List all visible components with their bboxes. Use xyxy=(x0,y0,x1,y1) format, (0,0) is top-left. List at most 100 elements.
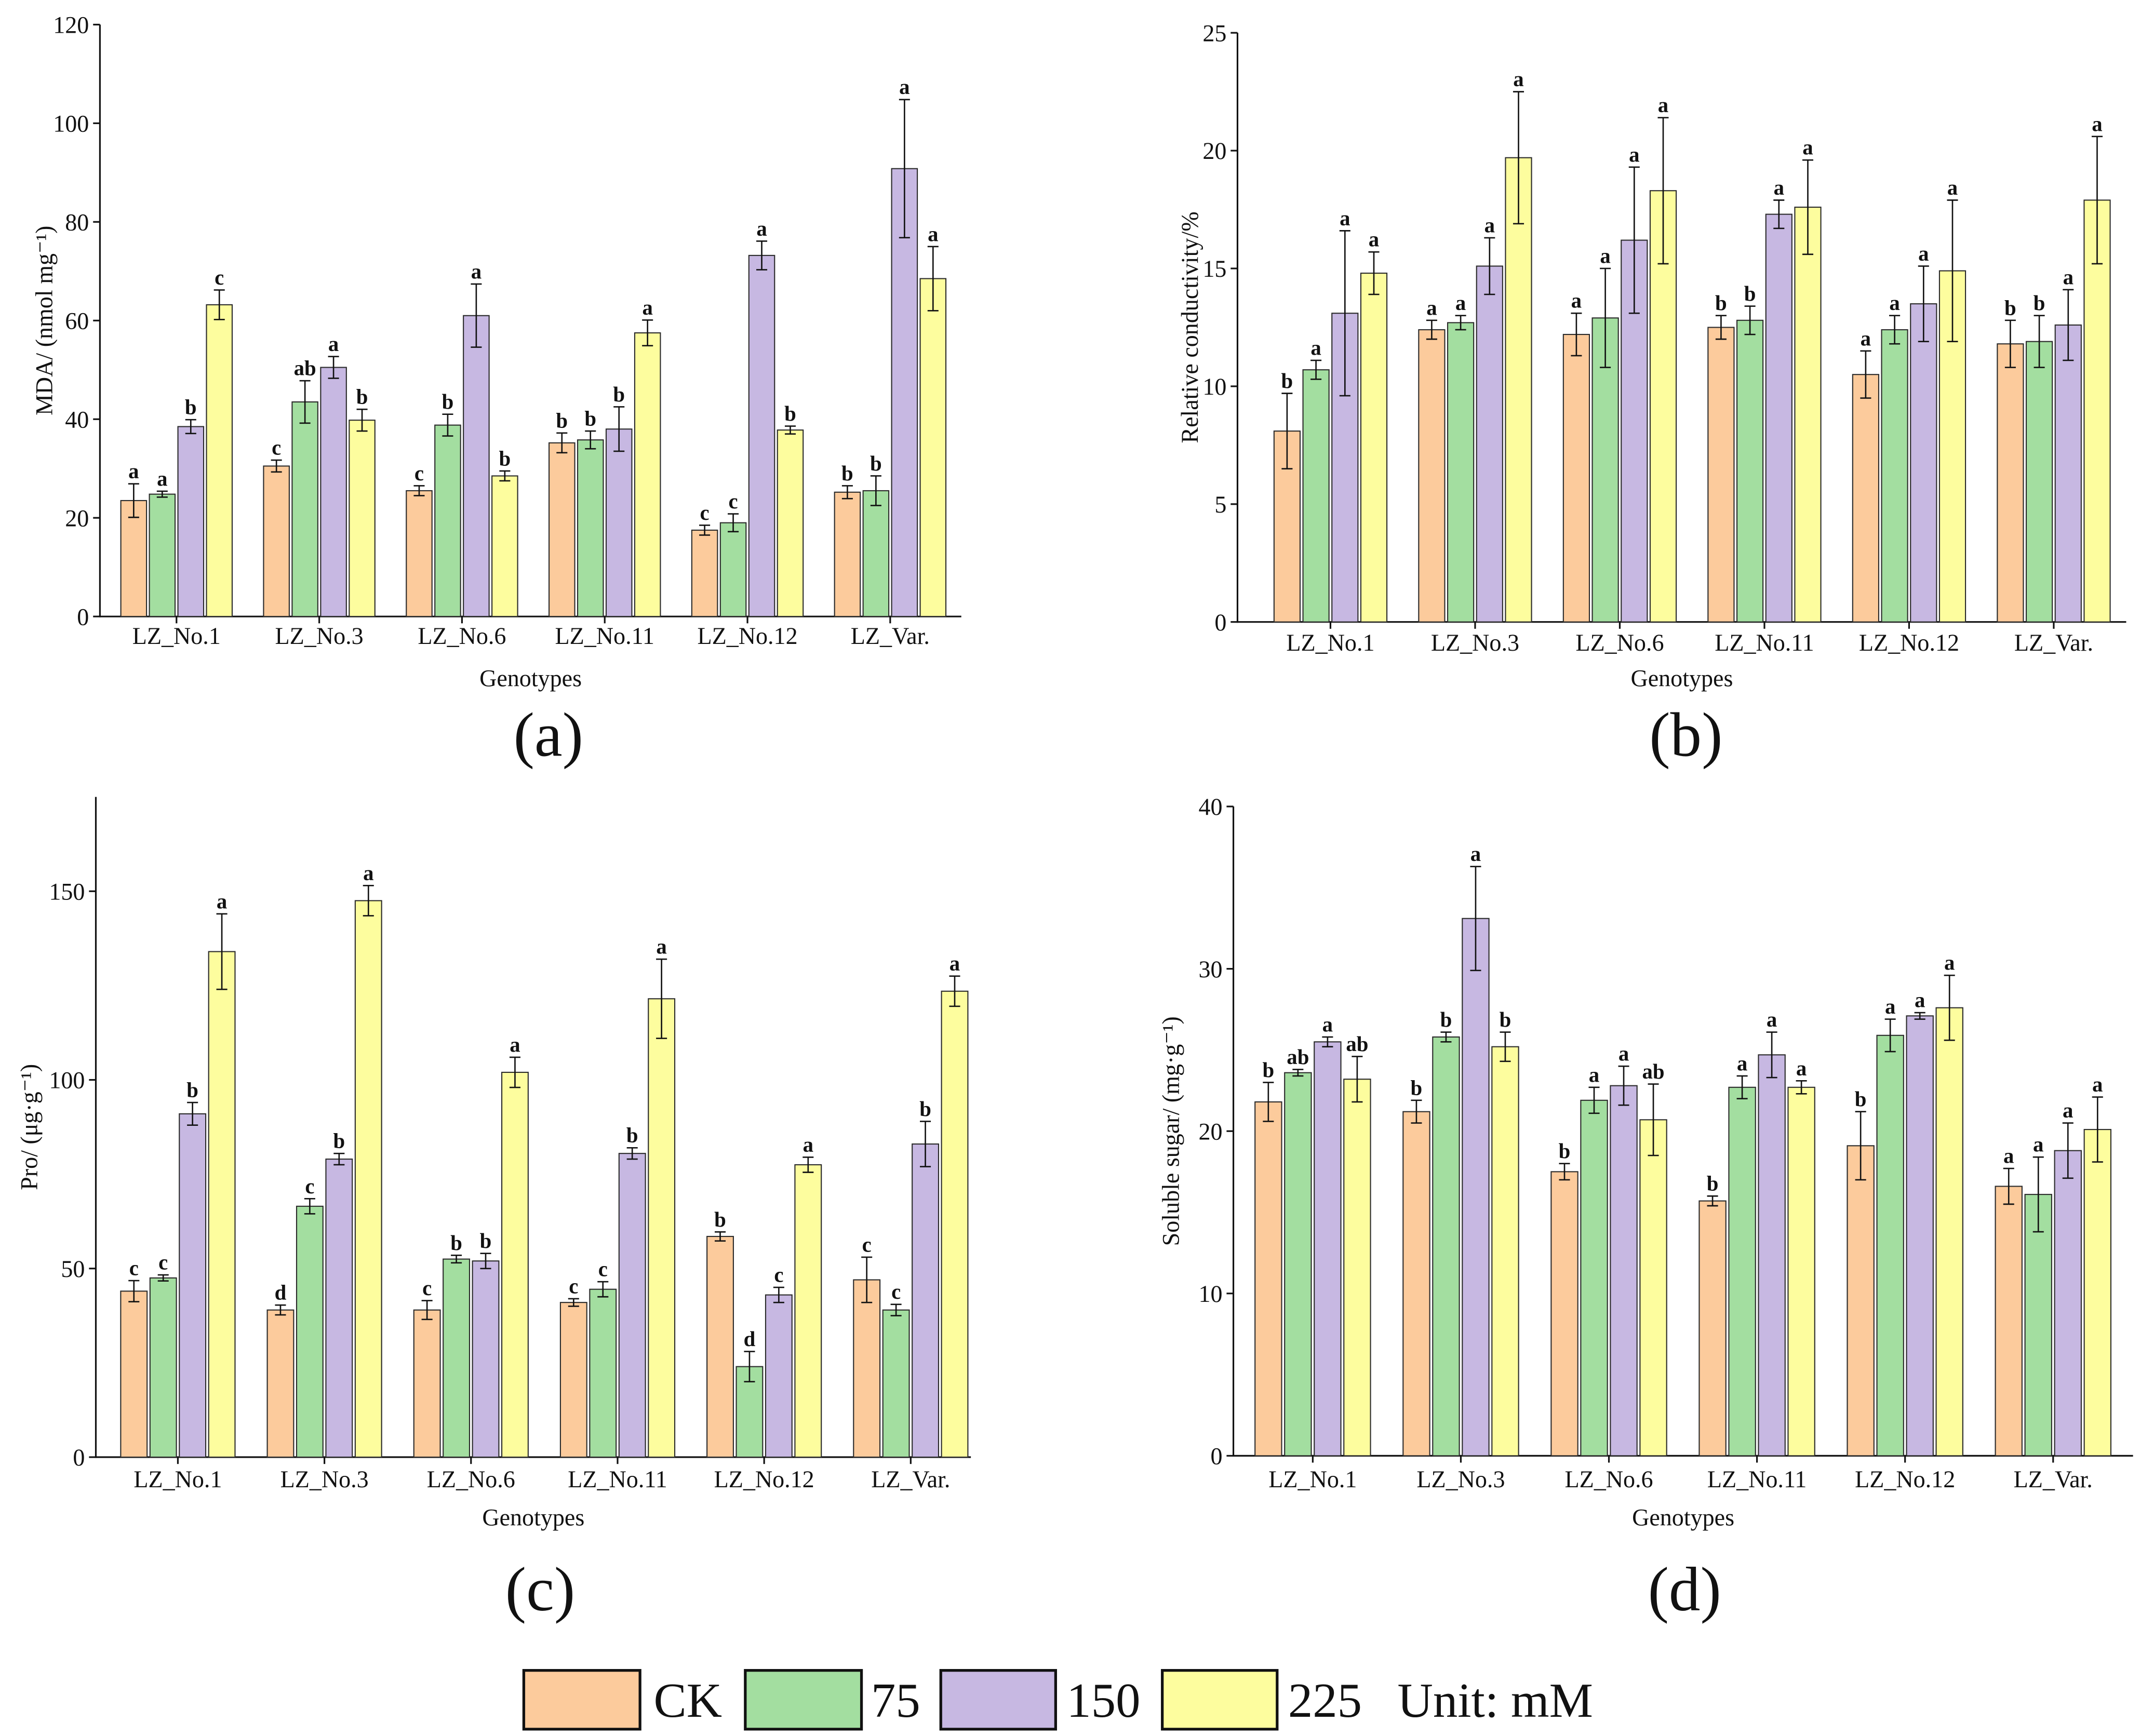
bar-a-lz-no-3-ck xyxy=(263,465,290,617)
significance-letter-b-lz-no-1-150: a xyxy=(1340,207,1350,230)
y-tick-label-c-3: 150 xyxy=(49,878,85,905)
error-bar-b-lz-no-12-ck xyxy=(1860,350,1871,399)
significance-letter-d-lz-no-6-150: a xyxy=(1619,1042,1629,1066)
bar-c-lz-no-3-225 xyxy=(354,900,382,1458)
significance-letter-b-lz-no-3-75: a xyxy=(1455,291,1466,315)
error-bar-b-lz-no-6-ck xyxy=(1571,312,1582,357)
category-label-d-lz-no-12: LZ_No.12 xyxy=(1855,1466,1955,1492)
error-bar-d-lz-no-6-150 xyxy=(1618,1065,1629,1106)
legend-swatch-225 xyxy=(1161,1669,1279,1731)
significance-letter-b-lz-no-11-150: a xyxy=(1774,176,1784,199)
error-bar-b-lz-no-3-150 xyxy=(1484,237,1495,295)
significance-letter-b-lz-no-12-75: a xyxy=(1889,291,1900,315)
significance-letter-c-lz-no-3-225: a xyxy=(363,862,373,885)
significance-letter-b-lz-no-1-ck: b xyxy=(1281,369,1293,393)
category-label-d-lz-no-11: LZ_No.11 xyxy=(1707,1466,1807,1492)
y-tick-label-b-5: 25 xyxy=(1202,20,1226,46)
significance-letter-a-lz-no-1-75: a xyxy=(157,467,167,490)
y-tick-label-a-6: 120 xyxy=(53,12,89,38)
significance-letter-b-lz-no-11-225: a xyxy=(1802,136,1813,159)
significance-letter-a-lz-no-1-150: b xyxy=(185,396,197,419)
error-bar-d-lz-no-11-225 xyxy=(1796,1080,1807,1095)
bar-a-lz-no-3-225 xyxy=(349,420,376,617)
error-bar-b-lz-var-75 xyxy=(2034,315,2045,368)
significance-letter-d-lz-var-225: a xyxy=(2092,1073,2103,1096)
error-bar-b-lz-var-ck xyxy=(2004,319,2016,368)
significance-letter-d-lz-no-3-150: a xyxy=(1470,842,1481,866)
error-bar-a-lz-no-11-75 xyxy=(585,430,596,450)
y-tick-label-d-4: 40 xyxy=(1198,793,1222,820)
significance-letter-b-lz-var-ck: b xyxy=(2004,296,2016,319)
bar-d-lz-no-1-75 xyxy=(1284,1072,1312,1457)
legend-swatch-75 xyxy=(744,1669,863,1731)
bar-c-lz-no-1-75 xyxy=(149,1277,177,1458)
bar-c-lz-no-12-ck xyxy=(706,1235,734,1458)
bar-d-lz-no-12-75 xyxy=(1876,1034,1904,1457)
y-tick-label-b-0: 0 xyxy=(1214,609,1226,636)
bar-b-lz-no-1-225 xyxy=(1360,273,1388,623)
error-bar-d-lz-no-11-75 xyxy=(1736,1075,1748,1100)
bar-c-lz-no-6-ck xyxy=(413,1309,441,1458)
error-bar-c-lz-no-6-225 xyxy=(509,1056,520,1088)
significance-letter-a-lz-no-3-150: a xyxy=(328,332,339,356)
error-bar-a-lz-no-6-150 xyxy=(471,283,482,348)
category-label-b-lz-no-12: LZ_No.12 xyxy=(1859,629,1959,656)
bar-d-lz-no-3-75 xyxy=(1432,1036,1460,1457)
error-bar-b-lz-no-6-150 xyxy=(1628,166,1640,314)
significance-letter-b-lz-var-75: b xyxy=(2034,291,2045,315)
error-bar-d-lz-no-1-150 xyxy=(1322,1036,1333,1047)
significance-letter-a-lz-var-ck: b xyxy=(841,462,853,485)
significance-letter-d-lz-no-3-225: b xyxy=(1500,1008,1512,1031)
error-bar-c-lz-var-150 xyxy=(920,1121,931,1167)
significance-letter-a-lz-no-6-75: b xyxy=(442,390,454,413)
bar-c-lz-no-6-150 xyxy=(472,1260,500,1458)
significance-letter-d-lz-no-6-ck: b xyxy=(1559,1139,1571,1163)
category-label-b-lz-no-1: LZ_No.1 xyxy=(1286,629,1374,656)
legend-swatch-ck xyxy=(522,1669,641,1731)
bar-b-lz-no-11-150 xyxy=(1765,213,1793,623)
error-bar-d-lz-no-1-75 xyxy=(1292,1069,1304,1077)
error-bar-a-lz-no-6-225 xyxy=(499,470,511,482)
significance-letter-b-lz-var-225: a xyxy=(2092,112,2102,136)
error-bar-d-lz-no-11-ck xyxy=(1707,1195,1718,1207)
significance-letter-d-lz-no-6-75: a xyxy=(1589,1063,1599,1086)
error-bar-c-lz-var-225 xyxy=(949,975,960,1007)
significance-letter-b-lz-no-11-ck: b xyxy=(1715,291,1727,315)
bar-b-lz-no-11-225 xyxy=(1794,206,1822,623)
x-axis-title-a: Genotypes xyxy=(479,665,582,691)
bar-b-lz-no-3-75 xyxy=(1447,322,1475,623)
bar-c-lz-var-75 xyxy=(882,1309,910,1458)
significance-letter-a-lz-var-75: b xyxy=(870,452,882,475)
error-bar-b-lz-no-11-225 xyxy=(1802,159,1814,255)
y-axis-title-b: Relative conductivity/% xyxy=(1176,211,1203,443)
error-bar-a-lz-no-12-75 xyxy=(728,513,739,533)
error-bar-a-lz-no-3-150 xyxy=(328,356,339,379)
significance-letter-a-lz-no-12-225: b xyxy=(784,402,796,425)
error-bar-c-lz-no-3-75 xyxy=(304,1198,315,1215)
bar-a-lz-no-11-ck xyxy=(549,442,576,617)
error-bar-d-lz-no-3-150 xyxy=(1470,866,1481,972)
bar-d-lz-no-3-150 xyxy=(1462,918,1490,1457)
error-bar-a-lz-no-12-ck xyxy=(699,524,711,536)
category-label-c-lz-no-3: LZ_No.3 xyxy=(280,1466,369,1492)
error-bar-d-lz-no-3-75 xyxy=(1440,1031,1452,1043)
significance-letter-d-lz-no-11-225: a xyxy=(1796,1057,1807,1080)
bar-a-lz-no-1-150 xyxy=(177,426,205,617)
bar-c-lz-no-1-225 xyxy=(208,951,236,1458)
bar-b-lz-var-225 xyxy=(2083,199,2111,623)
significance-letter-c-lz-no-6-75: b xyxy=(450,1231,462,1255)
significance-letter-a-lz-no-6-150: a xyxy=(471,260,482,283)
significance-letter-d-lz-var-ck: a xyxy=(2003,1145,2014,1168)
error-bar-b-lz-var-225 xyxy=(2091,136,2103,265)
x-axis-title-b: Genotypes xyxy=(1630,665,1733,691)
significance-letter-d-lz-no-1-150: a xyxy=(1322,1013,1333,1036)
error-bar-a-lz-var-75 xyxy=(870,475,881,506)
category-label-d-lz-no-1: LZ_No.1 xyxy=(1268,1466,1357,1492)
bar-d-lz-var-ck xyxy=(1995,1186,2023,1457)
category-label-a-lz-no-11: LZ_No.11 xyxy=(555,623,654,649)
error-bar-d-lz-no-3-ck xyxy=(1411,1099,1422,1124)
panel-label-c: (c) xyxy=(505,1555,575,1624)
